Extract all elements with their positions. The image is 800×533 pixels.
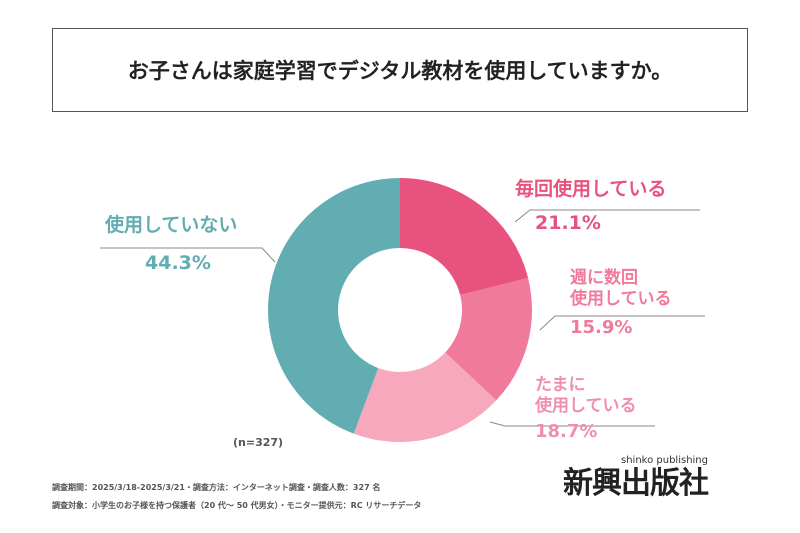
slice-value: 44.3% [145, 251, 211, 274]
leader-line [539, 315, 705, 331]
logo-text: 新興出版社 [563, 466, 709, 501]
label-every-time: 毎回使用している 21.1% [515, 178, 666, 236]
donut-slice [400, 178, 529, 295]
label-few-times-week: 週に数回 使用している 15.9% [570, 268, 672, 339]
title-box: お子さんは家庭学習でデジタル教材を使用していますか。 [52, 28, 748, 112]
slice-label: 使用していない [105, 214, 238, 236]
donut-slice [445, 277, 532, 401]
leader-line [489, 421, 655, 427]
slice-value: 15.9% [570, 316, 633, 338]
leader-line [514, 209, 700, 223]
footer-survey-target: 調査対象：小学生のお子様を持つ保護者（20 代～ 50 代男女）・モニター提供元… [52, 501, 422, 510]
logo-subtext: shinko publishing [621, 455, 708, 466]
slice-label: たまに [535, 375, 586, 395]
leader-line [100, 247, 276, 263]
sample-size: (n=327) [233, 436, 284, 449]
slice-label: 使用している [570, 289, 672, 310]
slice-label: 毎回使用している [515, 178, 667, 200]
label-not-using: 使用していない 44.3% [105, 214, 237, 276]
slice-value: 21.1% [535, 211, 601, 234]
slice-value: 18.7% [535, 420, 598, 442]
publisher-logo: shinko publishing 新興出版社 [563, 455, 709, 501]
donut-slice [268, 178, 400, 434]
slice-label: 使用している [535, 396, 637, 417]
footer-survey-period: 調査期間：2025/3/18-2025/3/21・調査方法：インターネット調査・… [52, 483, 381, 492]
donut-slice [353, 352, 497, 442]
slice-label: 週に数回 [570, 268, 638, 288]
label-sometimes: たまに 使用している 18.7% [535, 375, 637, 443]
chart-title: お子さんは家庭学習でデジタル教材を使用していますか。 [127, 59, 673, 83]
